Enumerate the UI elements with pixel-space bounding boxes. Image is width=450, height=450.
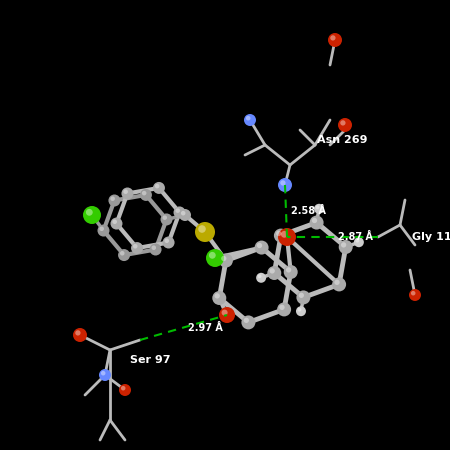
Circle shape <box>98 225 109 237</box>
Circle shape <box>152 245 156 250</box>
Circle shape <box>341 242 346 248</box>
Circle shape <box>131 242 143 254</box>
Circle shape <box>162 237 175 248</box>
Circle shape <box>312 218 317 223</box>
Circle shape <box>356 239 359 243</box>
Circle shape <box>195 222 215 242</box>
Circle shape <box>246 116 251 121</box>
Circle shape <box>270 268 275 274</box>
Circle shape <box>83 206 101 224</box>
Text: 2.58 Å: 2.58 Å <box>291 206 326 216</box>
Circle shape <box>149 243 162 256</box>
Circle shape <box>119 384 131 396</box>
Circle shape <box>221 256 226 261</box>
Circle shape <box>212 291 226 305</box>
Circle shape <box>120 251 125 256</box>
Circle shape <box>219 253 233 268</box>
Circle shape <box>299 292 304 298</box>
Circle shape <box>86 209 93 216</box>
Circle shape <box>277 302 291 316</box>
Circle shape <box>243 318 249 323</box>
Circle shape <box>198 225 206 233</box>
Text: Asn 269: Asn 269 <box>317 135 368 145</box>
Circle shape <box>339 240 353 254</box>
Circle shape <box>278 228 296 246</box>
Text: 2.97 Å: 2.97 Å <box>189 323 223 333</box>
Circle shape <box>281 231 288 238</box>
Circle shape <box>133 244 138 248</box>
Circle shape <box>297 308 302 311</box>
Circle shape <box>280 180 286 185</box>
Circle shape <box>111 217 122 230</box>
Text: Ser 97: Ser 97 <box>130 355 171 365</box>
Circle shape <box>274 229 288 243</box>
Circle shape <box>155 184 159 189</box>
Circle shape <box>176 208 180 213</box>
Circle shape <box>244 114 256 126</box>
Circle shape <box>110 196 115 201</box>
Circle shape <box>112 220 117 224</box>
Circle shape <box>314 204 324 214</box>
Circle shape <box>256 273 266 283</box>
Circle shape <box>209 252 216 259</box>
Circle shape <box>153 182 165 194</box>
Circle shape <box>121 386 126 391</box>
Circle shape <box>140 189 152 201</box>
Circle shape <box>181 211 185 216</box>
Circle shape <box>99 226 104 231</box>
Circle shape <box>409 289 421 301</box>
Circle shape <box>297 290 310 304</box>
Circle shape <box>411 291 415 296</box>
Circle shape <box>241 315 256 329</box>
Circle shape <box>332 278 346 292</box>
Circle shape <box>99 369 111 381</box>
Circle shape <box>340 120 346 126</box>
Circle shape <box>284 265 298 279</box>
Circle shape <box>257 243 262 248</box>
Text: 2.87 Å: 2.87 Å <box>338 232 373 242</box>
Circle shape <box>328 33 342 47</box>
Circle shape <box>206 249 224 267</box>
Circle shape <box>165 238 169 243</box>
Circle shape <box>338 118 352 132</box>
Circle shape <box>179 209 191 221</box>
Text: Gly 114: Gly 114 <box>412 232 450 242</box>
Circle shape <box>330 35 336 40</box>
Circle shape <box>219 307 235 323</box>
Circle shape <box>73 328 87 342</box>
Circle shape <box>215 293 220 298</box>
Circle shape <box>315 205 320 209</box>
Circle shape <box>162 216 167 220</box>
Circle shape <box>255 241 269 255</box>
Circle shape <box>267 266 281 280</box>
Circle shape <box>75 330 81 336</box>
Circle shape <box>286 267 291 273</box>
Circle shape <box>279 305 285 310</box>
Circle shape <box>276 231 281 236</box>
Circle shape <box>278 178 292 192</box>
Circle shape <box>108 194 121 207</box>
Circle shape <box>174 207 185 218</box>
Circle shape <box>258 274 261 278</box>
Circle shape <box>354 237 364 247</box>
Circle shape <box>296 306 306 316</box>
Circle shape <box>123 189 128 194</box>
Circle shape <box>221 310 228 315</box>
Circle shape <box>310 216 324 230</box>
Circle shape <box>122 188 134 199</box>
Circle shape <box>101 371 105 375</box>
Circle shape <box>334 279 340 285</box>
Circle shape <box>118 249 130 261</box>
Circle shape <box>142 191 146 195</box>
Circle shape <box>161 213 172 225</box>
